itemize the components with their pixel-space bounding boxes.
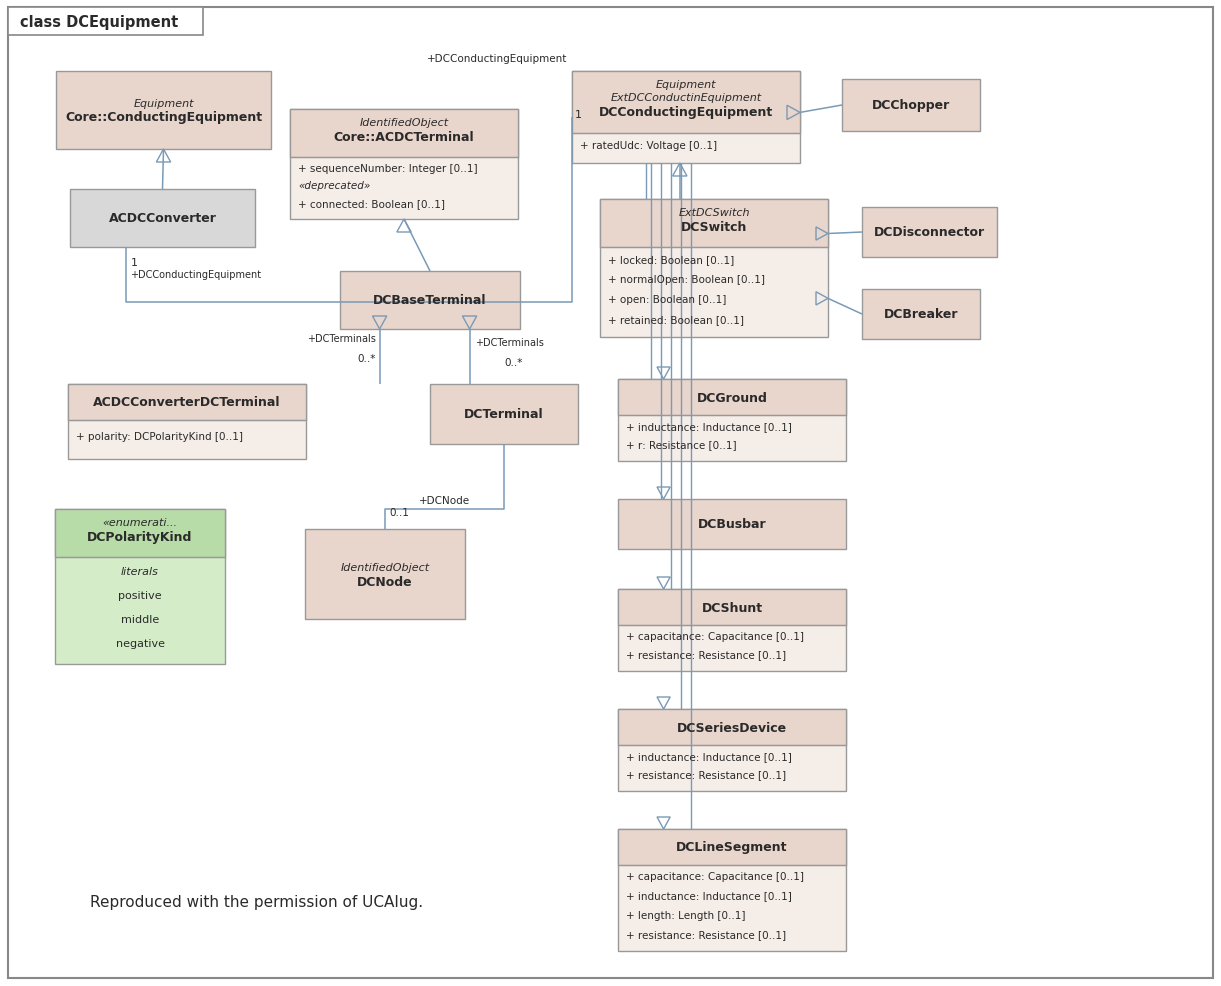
Text: DCDisconnector: DCDisconnector — [874, 226, 985, 240]
Text: DCTerminal: DCTerminal — [464, 408, 543, 421]
Text: + connected: Boolean [0..1]: + connected: Boolean [0..1] — [298, 199, 444, 209]
Bar — [618, 500, 846, 549]
Text: Core::ACDCTerminal: Core::ACDCTerminal — [333, 131, 474, 144]
Text: + resistance: Resistance [0..1]: + resistance: Resistance [0..1] — [626, 650, 786, 660]
Text: ExtDCConductinEquipment: ExtDCConductinEquipment — [610, 93, 762, 103]
Text: + capacitance: Capacitance [0..1]: + capacitance: Capacitance [0..1] — [626, 872, 803, 881]
Text: +DCConductingEquipment: +DCConductingEquipment — [426, 54, 567, 64]
Text: + length: Length [0..1]: + length: Length [0..1] — [626, 910, 746, 920]
Text: DCChopper: DCChopper — [872, 100, 950, 112]
Bar — [291, 109, 518, 220]
Text: + inductance: Inductance [0..1]: + inductance: Inductance [0..1] — [626, 422, 792, 432]
Bar — [571, 72, 800, 164]
Text: negative: negative — [116, 638, 165, 648]
Text: Reproduced with the permission of UCAIug.: Reproduced with the permission of UCAIug… — [90, 893, 424, 908]
Text: 0..*: 0..* — [504, 357, 523, 367]
Bar — [55, 510, 225, 557]
Bar — [600, 200, 828, 337]
Text: DCSwitch: DCSwitch — [681, 221, 747, 234]
Bar — [618, 829, 846, 951]
Text: Equipment: Equipment — [656, 80, 717, 90]
Text: IdentifiedObject: IdentifiedObject — [341, 562, 430, 573]
Bar — [862, 290, 980, 339]
Text: 0..1: 0..1 — [389, 508, 409, 518]
Text: + open: Boolean [0..1]: + open: Boolean [0..1] — [608, 295, 726, 305]
Text: DCBaseTerminal: DCBaseTerminal — [374, 294, 487, 308]
Text: Equipment: Equipment — [133, 99, 194, 108]
Text: literals: literals — [121, 567, 159, 577]
FancyBboxPatch shape — [9, 8, 203, 35]
Text: +DCTerminals: +DCTerminals — [306, 334, 376, 344]
Text: + normalOpen: Boolean [0..1]: + normalOpen: Boolean [0..1] — [608, 275, 766, 285]
Bar — [618, 380, 846, 415]
Text: ACDCConverter: ACDCConverter — [109, 212, 216, 225]
Bar — [56, 72, 271, 150]
Bar — [618, 590, 846, 671]
Bar — [55, 510, 225, 665]
Text: DCGround: DCGround — [696, 391, 768, 404]
Text: «deprecated»: «deprecated» — [298, 181, 370, 191]
Bar — [339, 272, 520, 329]
Text: class DCEquipment: class DCEquipment — [20, 15, 178, 30]
Text: +DCNode: +DCNode — [419, 496, 470, 506]
Text: DCBusbar: DCBusbar — [697, 518, 767, 531]
Text: DCLineSegment: DCLineSegment — [676, 841, 788, 854]
Bar — [618, 380, 846, 461]
Bar — [842, 80, 980, 132]
Bar — [430, 385, 578, 445]
Text: DCPolarityKind: DCPolarityKind — [88, 530, 193, 543]
Text: + inductance: Inductance [0..1]: + inductance: Inductance [0..1] — [626, 890, 792, 900]
Bar — [618, 829, 846, 865]
Text: + r: Resistance [0..1]: + r: Resistance [0..1] — [626, 440, 736, 450]
Text: + ratedUdc: Voltage [0..1]: + ratedUdc: Voltage [0..1] — [580, 141, 717, 151]
Text: 0..*: 0..* — [358, 354, 376, 364]
Text: 1: 1 — [131, 257, 138, 268]
Text: + polarity: DCPolarityKind [0..1]: + polarity: DCPolarityKind [0..1] — [76, 431, 243, 441]
Bar — [305, 529, 465, 619]
Text: 1: 1 — [575, 109, 582, 120]
Bar — [618, 590, 846, 625]
Text: DCConductingEquipment: DCConductingEquipment — [598, 106, 773, 119]
Text: + locked: Boolean [0..1]: + locked: Boolean [0..1] — [608, 254, 734, 264]
Text: + retained: Boolean [0..1]: + retained: Boolean [0..1] — [608, 315, 744, 324]
Text: +DCConductingEquipment: +DCConductingEquipment — [131, 270, 261, 280]
Bar — [68, 385, 306, 459]
Text: ExtDCSwitch: ExtDCSwitch — [678, 208, 750, 218]
Bar — [571, 72, 800, 134]
Text: Core::ConductingEquipment: Core::ConductingEquipment — [65, 111, 263, 124]
Text: DCShunt: DCShunt — [701, 600, 763, 614]
Text: middle: middle — [121, 614, 159, 624]
Text: + sequenceNumber: Integer [0..1]: + sequenceNumber: Integer [0..1] — [298, 164, 477, 174]
Text: DCSeriesDevice: DCSeriesDevice — [676, 721, 788, 734]
Bar — [68, 385, 306, 421]
Bar — [862, 208, 998, 257]
Text: «enumerati...: «enumerati... — [103, 518, 177, 528]
Text: positive: positive — [118, 591, 162, 600]
Text: +DCTerminals: +DCTerminals — [475, 337, 543, 347]
Text: DCNode: DCNode — [358, 575, 413, 588]
Bar — [70, 190, 255, 247]
Text: + resistance: Resistance [0..1]: + resistance: Resistance [0..1] — [626, 770, 786, 780]
Text: + resistance: Resistance [0..1]: + resistance: Resistance [0..1] — [626, 929, 786, 939]
Bar — [600, 200, 828, 247]
Text: DCBreaker: DCBreaker — [884, 309, 958, 321]
Text: ACDCConverterDCTerminal: ACDCConverterDCTerminal — [93, 396, 281, 409]
Bar — [618, 709, 846, 791]
Text: + capacitance: Capacitance [0..1]: + capacitance: Capacitance [0..1] — [626, 631, 803, 641]
Text: + inductance: Inductance [0..1]: + inductance: Inductance [0..1] — [626, 751, 792, 761]
Bar — [618, 709, 846, 745]
Bar — [291, 109, 518, 158]
Text: IdentifiedObject: IdentifiedObject — [359, 118, 448, 128]
